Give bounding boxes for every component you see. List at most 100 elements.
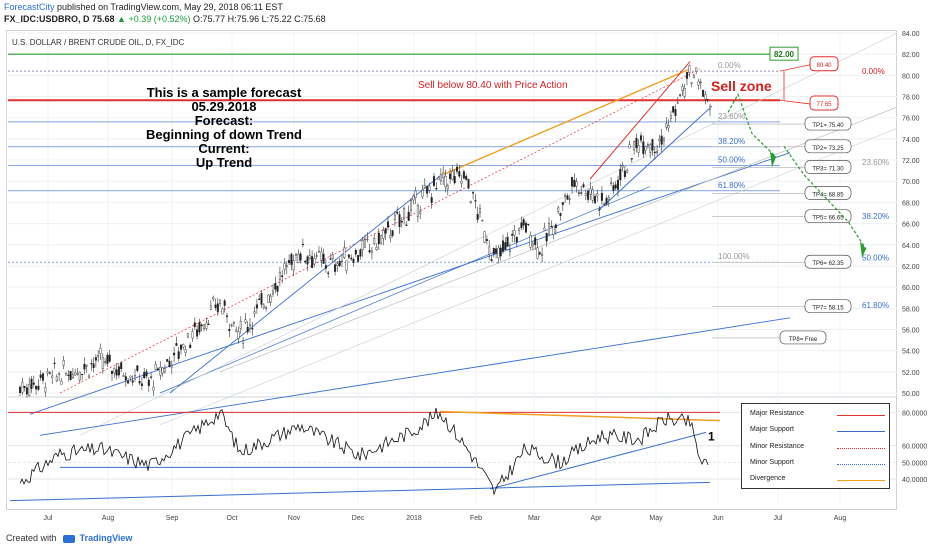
candle-body [706,99,709,101]
candle-body [350,257,353,260]
candle-body [598,208,601,210]
fib-left-label: 38.20% [718,137,745,146]
candle-body [219,299,222,304]
candle-body [239,320,242,329]
candle-body [419,211,422,214]
fib-right-label: 50.00% [862,253,889,262]
candle-body [529,234,532,248]
candle-body [573,179,576,188]
major-support-line [169,175,441,394]
candle-body [462,171,465,179]
candle-body [548,223,551,235]
candle-body [541,254,544,256]
tradingview-link[interactable]: TradingView [79,533,133,543]
candle-body [90,362,93,365]
candle-body [640,135,643,141]
grid-lines [8,32,897,505]
candle-body [396,211,399,214]
rsi-line [19,407,709,496]
candle-body [51,375,54,378]
candle-body [566,195,569,200]
candle-body [19,386,22,393]
candle-body [253,311,256,314]
rsi-divergence-line [439,410,721,422]
legend-box: Major Resistance Major Support Minor Res… [741,403,890,489]
candle-body [587,190,590,200]
candle-body [182,344,185,348]
time-tick-label: Oct [227,515,238,522]
candle-body [104,361,107,363]
candle-body [421,189,424,198]
candle-body [341,260,344,262]
candle-body [465,176,468,180]
candle-body [610,182,613,185]
candle-body [416,205,419,217]
candle-body [232,322,235,324]
author-link[interactable]: ForecastCity [4,2,55,12]
candle-body [538,252,541,255]
resistance-trend-line [589,61,691,180]
tp-label: TP3= 71.30 [812,166,844,172]
price-tick-label: 64.00 [902,243,920,250]
candle-body [191,331,194,339]
rsi-tick-label: 60.0000 [902,444,927,451]
candle-body [554,224,557,228]
candle-body [37,385,40,390]
candle-body [644,146,647,151]
candle-body [672,106,675,113]
candle-body [688,65,691,74]
symbol-line: FX_IDC:USDBRO, D 75.68 ▲ +0.39 (+0.52%) … [4,14,326,24]
candle-body [97,355,100,357]
candle-body [129,375,132,378]
arrow-head-icon [860,241,866,258]
candle-body [110,370,113,374]
fib-left-label: 50.00% [718,155,745,164]
forecast-line: Forecast: [194,113,254,128]
candle-body [276,285,279,292]
time-tick-label: Aug [102,515,115,522]
up-arrow-icon: ▲ [117,14,126,24]
candle-body [106,354,109,364]
price-tick-label: 60.00 [902,285,920,292]
candle-body [596,193,599,197]
candle-body [451,171,454,180]
tp-callout [804,160,852,174]
candle-body [497,247,500,258]
tp-label: TP8= Free [789,337,818,343]
candle-body [58,373,61,375]
candle-body [272,290,275,295]
candle-body [577,192,580,194]
rsi-tick-label: 50.0000 [902,460,927,467]
candle-body [600,193,603,201]
candle-body [145,371,148,377]
rsi-panel: 1 [8,407,721,502]
candle-body [628,144,631,149]
candle-body [235,329,238,332]
candle-body [557,207,560,212]
divergence-line [439,68,691,177]
candle-body [94,357,97,361]
candle-body [690,82,693,84]
candle-body [324,265,327,269]
candle-body [637,145,640,153]
tp-label: TP7= 58.15 [812,306,844,312]
zone-box-bottom [809,95,839,111]
candle-body [113,368,116,374]
candle-body [623,170,626,177]
candle-body [189,344,192,348]
candle-body [412,195,415,201]
tp-label: TP1= 75.40 [812,123,844,129]
fib-left-label: 100.00% [718,252,750,261]
candle-body [709,106,712,110]
candle-body [430,197,433,203]
chart-subtitle: U.S. DOLLAR / BRENT CRUDE OIL, D, FX_IDC [12,38,185,47]
candle-body [550,226,553,228]
candle-body [308,255,311,260]
price-tick-label: 58.00 [902,306,920,313]
rsi-support-line [9,481,711,502]
candle-body [653,151,656,154]
fib-left-label: 61.80% [718,181,745,190]
candle-body [619,169,622,181]
candle-body [198,322,201,333]
